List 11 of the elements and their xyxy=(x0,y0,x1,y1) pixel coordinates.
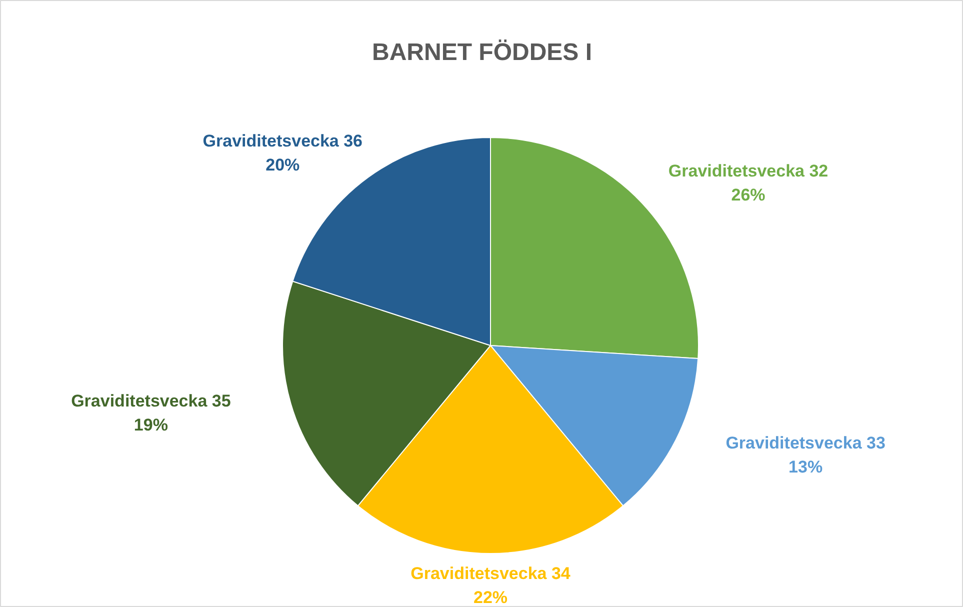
data-label: 22% xyxy=(473,588,508,607)
data-label: 26% xyxy=(731,185,766,204)
chart-title: BARNET FÖDDES I xyxy=(372,39,592,66)
slice-label: Graviditetsvecka 35 xyxy=(71,392,231,411)
data-label: 20% xyxy=(266,155,300,174)
slice-label: Graviditetsvecka 34 xyxy=(410,564,571,584)
slice-label: Graviditetsvecka 36 xyxy=(202,131,363,150)
data-label: 19% xyxy=(134,416,168,435)
slice-label: Graviditetsvecka 32 xyxy=(668,161,828,180)
data-label: 13% xyxy=(788,458,823,477)
slice-label: Graviditetsvecka 33 xyxy=(726,434,886,453)
